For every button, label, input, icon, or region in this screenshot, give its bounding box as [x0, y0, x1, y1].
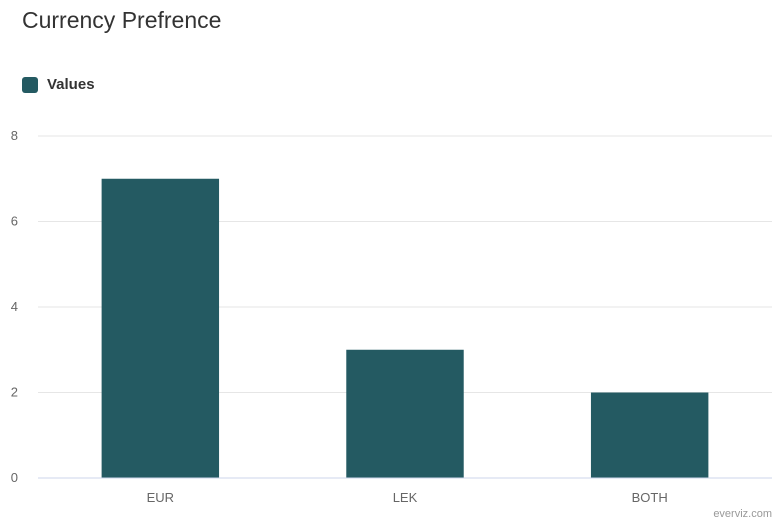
credit-text[interactable]: everviz.com — [713, 508, 772, 520]
x-tick-label-lek: LEK — [393, 490, 418, 505]
y-tick-label-6: 6 — [11, 214, 18, 229]
legend-label-values: Values — [47, 76, 95, 93]
legend-swatch — [22, 76, 38, 93]
chart-title: Currency Prefrence — [22, 7, 222, 33]
y-tick-label-4: 4 — [11, 299, 18, 314]
legend[interactable]: Values — [22, 76, 95, 93]
x-tick-label-both: BOTH — [632, 490, 668, 505]
bar-lek — [346, 349, 464, 478]
x-tick-label-eur: EUR — [147, 490, 174, 505]
y-tick-label-8: 8 — [11, 128, 18, 143]
bar-eur — [101, 178, 220, 478]
y-tick-label-2: 2 — [11, 385, 18, 400]
y-tick-label-0: 0 — [11, 470, 18, 485]
bar-both — [590, 392, 709, 478]
